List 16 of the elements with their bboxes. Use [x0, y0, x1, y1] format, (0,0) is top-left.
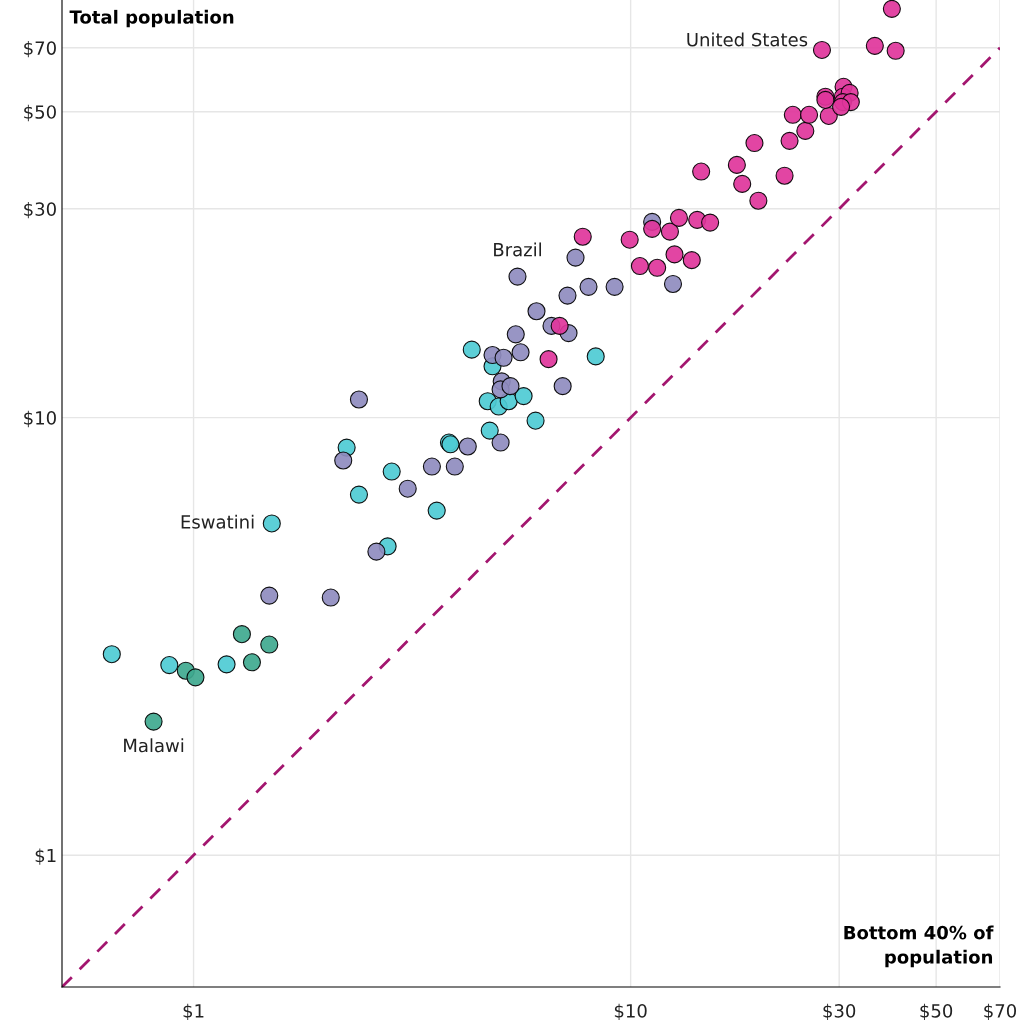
y-tick-label: $30 — [24, 201, 56, 219]
annotation: Malawi — [124, 738, 184, 753]
x-tick-label: $10 — [614, 1003, 647, 1021]
y-tick-label: $70 — [24, 40, 56, 58]
y-tick-label: $1 — [35, 848, 56, 865]
annotation: United States — [687, 32, 808, 47]
annotation: Brazil — [494, 242, 541, 257]
y-tick-label: $50 — [24, 104, 56, 122]
y-axis-title: Total population — [69, 9, 234, 28]
x-tick-label: $70 — [984, 1003, 1017, 1021]
annotation: Eswatini — [181, 514, 254, 529]
x-tick-label: $50 — [920, 1003, 953, 1021]
x-axis-title: Bottom 40% of population — [844, 925, 994, 968]
x-tick-label: $30 — [823, 1003, 856, 1021]
x-tick-label: $1 — [183, 1003, 204, 1021]
y-tick-label: $10 — [24, 410, 56, 428]
